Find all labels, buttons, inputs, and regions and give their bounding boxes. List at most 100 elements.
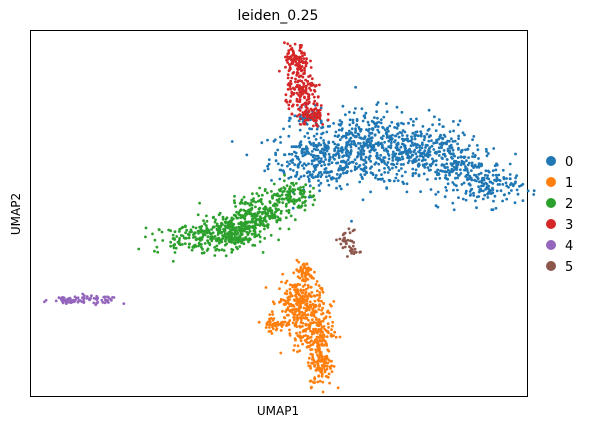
data-point [298,300,302,304]
data-point [296,300,299,303]
data-point [295,331,298,335]
data-point [373,116,376,119]
data-point [472,191,475,195]
data-point [291,161,294,165]
data-point [369,171,373,175]
data-point [318,291,322,294]
data-point [364,155,368,159]
data-point [206,235,210,239]
data-point [272,317,276,320]
data-point [459,163,463,167]
data-point [389,144,393,147]
data-point [483,193,487,197]
data-point [297,293,301,297]
data-point [430,139,433,143]
data-point [308,325,311,329]
data-point [292,271,296,275]
data-point [278,227,282,231]
data-point [376,125,380,129]
data-point [217,231,220,235]
data-point [281,272,285,276]
data-point [298,160,302,164]
data-point [266,212,269,216]
data-point [401,134,404,137]
data-point [475,165,479,169]
data-point [418,144,421,148]
data-point [258,230,262,233]
data-point [382,134,385,138]
data-point [338,119,342,122]
data-point [297,58,301,62]
data-point [345,152,348,156]
data-point [272,182,276,186]
data-point [327,183,331,187]
data-point [292,348,296,352]
data-point [518,184,521,188]
data-point [346,158,350,162]
data-point [313,111,316,114]
data-point [288,66,292,69]
data-point [312,108,315,112]
data-point [434,141,438,145]
data-point [105,299,109,303]
data-point [266,138,269,142]
data-point [242,195,246,199]
data-point [316,148,320,152]
data-point [257,194,261,198]
data-point [219,239,223,242]
data-point [395,126,399,130]
data-point [305,171,309,175]
data-point [390,120,394,124]
data-point [335,186,338,190]
data-point [387,145,390,149]
data-point [310,361,313,365]
data-point [183,242,187,246]
data-point [271,216,274,220]
data-point [316,95,320,98]
data-point [320,326,324,329]
data-point [421,143,424,147]
data-point [452,208,456,212]
data-point [301,325,304,328]
data-point [471,155,474,159]
data-point [302,51,306,55]
data-point [302,85,305,88]
data-point [386,161,390,164]
data-point [301,189,304,192]
data-point [485,154,489,158]
data-point [286,42,290,46]
data-point [399,145,403,149]
data-point [221,215,225,219]
data-point [200,225,204,228]
data-point [347,155,351,159]
data-point [299,140,303,144]
data-point [238,213,242,217]
data-point [304,64,308,68]
data-point [421,125,425,128]
data-point [362,114,366,118]
data-point [251,220,254,224]
data-point [320,372,324,376]
data-point [265,191,269,195]
data-point [258,186,262,190]
data-point [88,298,91,302]
data-point [258,198,262,202]
data-point [287,119,291,123]
data-point [334,145,338,149]
data-point [395,105,399,109]
data-point [507,191,511,195]
data-point [197,244,200,248]
data-point [404,170,407,174]
data-point [328,359,332,363]
data-point [265,322,269,325]
data-point [302,162,306,166]
data-point [413,142,417,146]
data-point [332,122,335,125]
data-point [257,320,261,324]
data-point [300,151,304,155]
data-point [379,136,383,140]
data-point [317,142,321,145]
data-point [349,136,353,140]
data-point [122,302,126,305]
data-point [298,95,302,99]
